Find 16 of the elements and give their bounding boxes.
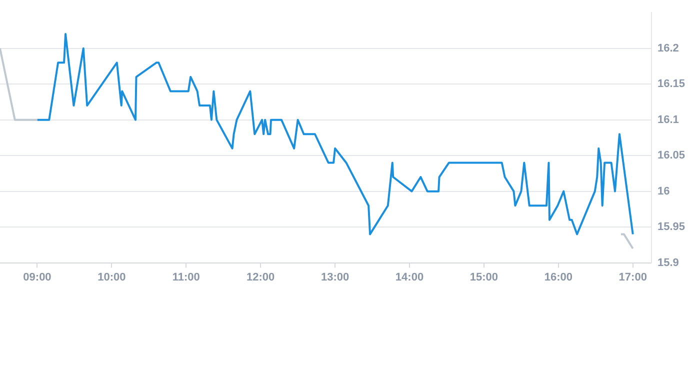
y-tick-label: 15.9 [657,256,679,269]
x-tick-label: 09:00 [23,271,52,284]
x-tick-label: 16:00 [544,271,572,284]
x-tick-label: 17:00 [618,271,647,284]
y-tick-label: 16 [657,185,670,198]
y-tick-label: 16.05 [657,150,686,162]
y-tick-label: 16.15 [657,78,686,90]
x-tick-label: 14:00 [395,271,424,284]
y-tick-label: 15.95 [657,221,686,234]
y-tick-label: 16.1 [657,114,679,126]
x-tick-label: 12:00 [246,271,275,284]
x-tick-label: 13:00 [320,271,350,284]
x-tick-label: 15:00 [470,271,498,284]
x-tick-label: 10:00 [98,271,126,284]
y-tick-label: 16.2 [657,42,679,54]
x-tick-label: 11:00 [172,271,200,284]
